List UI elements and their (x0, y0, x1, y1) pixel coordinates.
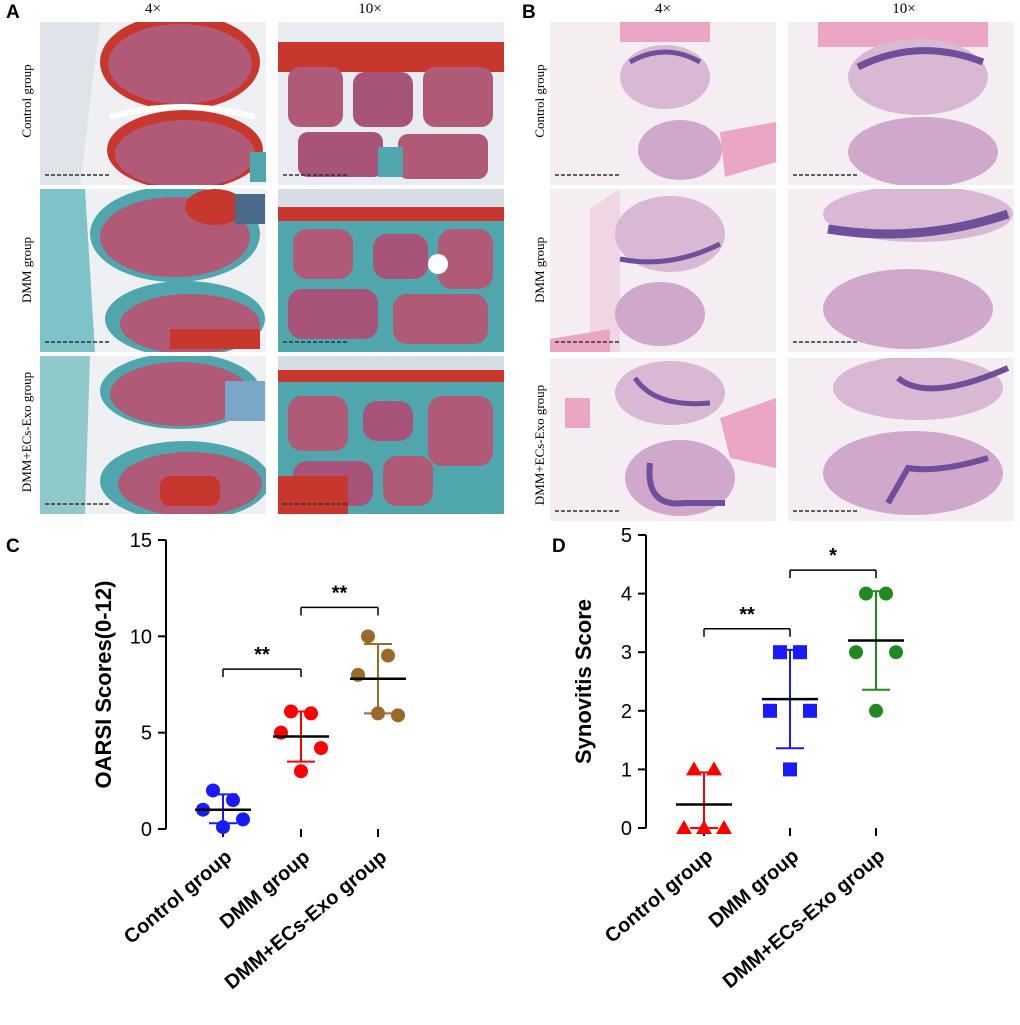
panel-a-row-label-dmm-exo: DMM+ECs-Exo group (19, 371, 34, 493)
data-point (381, 648, 395, 663)
panel-b-image-dmm-4x (550, 189, 776, 352)
y-tick-label: 10 (130, 626, 152, 648)
y-axis-label: Synovitis Score (571, 599, 596, 764)
y-tick-label: 4 (621, 584, 632, 606)
panel-b-image-dmm-exo-4x (550, 358, 776, 521)
x-tick-label: Control group (120, 846, 236, 949)
panel-a-magnification-10x: 10× (358, 1, 382, 17)
data-point (294, 764, 308, 779)
data-point (706, 761, 722, 776)
data-point (284, 704, 298, 719)
panel-a-magnification-4x: 4× (145, 1, 161, 17)
panel-b-image-dmm-10x (788, 189, 1014, 352)
data-point (391, 708, 405, 723)
data-point (361, 629, 375, 644)
panel-b-row-label-control: Control group (532, 64, 547, 138)
data-point (773, 645, 787, 660)
x-tick-label: DMM+ECs-Exo group (719, 845, 889, 993)
panel-label-d: D (552, 536, 566, 557)
data-point (783, 762, 797, 777)
data-point (716, 820, 732, 834)
panel-b-image-control-4x (550, 22, 776, 185)
panel-label-c: C (6, 536, 20, 557)
y-tick-label: 5 (141, 723, 152, 745)
data-point (304, 706, 318, 721)
y-tick-label: 5 (621, 525, 632, 547)
panel-a-image-control-10x (278, 22, 504, 185)
data-point (889, 645, 903, 660)
panel-b-magnification-10x: 10× (892, 1, 916, 17)
data-point (793, 645, 807, 660)
panel-b-row-label-dmm: DMM group (532, 236, 547, 304)
data-point (763, 703, 777, 718)
x-tick-label: Control group (601, 845, 717, 948)
y-axis-label: OARSI Scores(0-12) (91, 581, 116, 789)
panel-a-row-label-control: Control group (19, 64, 34, 138)
data-point (676, 820, 692, 834)
panel-a-image-dmm-4x (40, 189, 266, 352)
y-tick-label: 15 (130, 530, 152, 552)
data-point (849, 645, 863, 660)
panel-a-image-dmm-exo-10x (278, 356, 504, 514)
significance-label: * (829, 545, 837, 567)
y-tick-label: 3 (621, 642, 632, 664)
panel-a-row-label-dmm: DMM group (19, 236, 34, 304)
significance-label: ** (739, 604, 755, 626)
panel-a-image-dmm-10x (278, 189, 504, 352)
data-point (314, 741, 328, 756)
data-point (206, 783, 220, 798)
data-point (226, 793, 240, 808)
significance-label: ** (254, 644, 270, 666)
panel-a-image-dmm-exo-4x (40, 356, 266, 514)
data-point (696, 820, 712, 834)
panel-b-image-control-10x (788, 22, 1014, 185)
data-point (803, 703, 817, 718)
panel-b-row-label-dmm-exo: DMM+ECs-Exo group (532, 384, 547, 506)
significance-label: ** (332, 582, 348, 604)
data-point (869, 703, 883, 718)
data-point (216, 820, 230, 835)
data-point (879, 586, 893, 601)
y-tick-label: 0 (141, 819, 152, 841)
panel-b-magnification-4x: 4× (655, 1, 671, 17)
panel-a-image-control-4x (40, 22, 266, 185)
data-point (371, 706, 385, 721)
data-point (686, 761, 702, 776)
panel-label-a: A (6, 2, 20, 23)
panel-b-image-dmm-exo-10x (788, 358, 1014, 521)
data-point (859, 586, 873, 601)
data-point (236, 812, 250, 827)
panel-label-b: B (522, 2, 536, 23)
y-tick-label: 1 (621, 759, 632, 781)
y-tick-label: 2 (621, 701, 632, 723)
y-tick-label: 0 (621, 818, 632, 840)
